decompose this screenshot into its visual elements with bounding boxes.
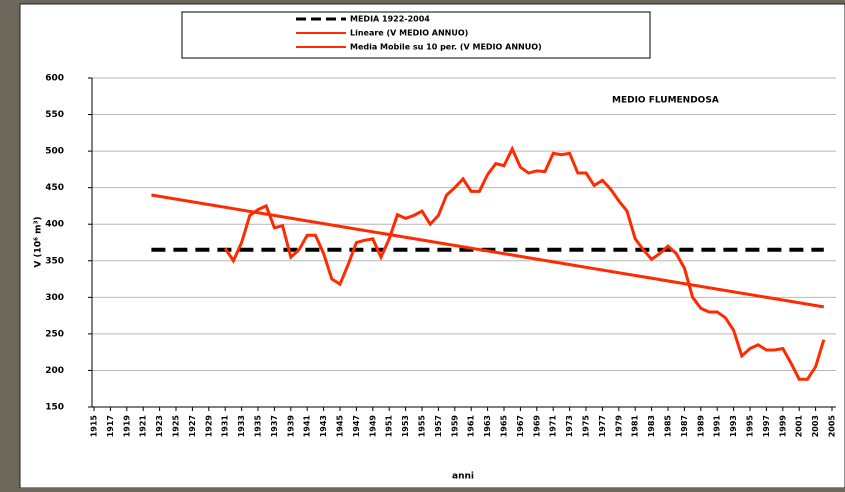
x-tick-label: 1979 [614, 415, 623, 438]
x-tick-label: 1939 [286, 415, 295, 438]
x-tick-label: 1937 [270, 415, 279, 437]
x-tick-label: 1951 [385, 415, 394, 438]
x-tick-label: 1961 [467, 415, 476, 438]
x-tick-label: 1989 [696, 415, 705, 438]
x-tick-label: 1925 [172, 415, 181, 438]
x-tick-label: 1963 [483, 415, 492, 437]
page: MEDIO FLUMENDOSA anni V (10⁶ m³) 150 200 2… [0, 0, 845, 488]
legend-label: Media Mobile su 10 per. (V MEDIO ANNUO) [350, 43, 542, 52]
x-tick-label: 1927 [188, 415, 197, 437]
x-tick-label: 1993 [729, 415, 738, 437]
x-tick-label: 1931 [221, 415, 230, 438]
x-tick-label: 1981 [631, 415, 640, 438]
x-tick-label: 1949 [368, 415, 377, 438]
x-tick-label: 1999 [778, 415, 787, 438]
x-tick-label: 1987 [680, 415, 689, 437]
x-tick-label: 2005 [828, 415, 837, 438]
x-tick-label: 1997 [762, 415, 771, 437]
x-axis-label: anni [452, 472, 474, 482]
y-tick-label: 500 [45, 147, 64, 157]
x-tick-label: 1923 [155, 415, 164, 437]
x-tick-label: 1933 [237, 415, 246, 437]
x-tick-label: 1915 [90, 415, 99, 438]
x-tick-label: 1983 [647, 415, 656, 437]
x-tick-label: 1991 [713, 415, 722, 438]
x-tick-label: 1935 [254, 415, 263, 438]
annotation: MEDIO FLUMENDOSA [612, 96, 719, 106]
x-tick-label: 1919 [122, 415, 131, 438]
y-tick-label: 300 [45, 293, 64, 303]
x-tick-label: 1995 [746, 415, 755, 438]
x-tick-label: 1977 [598, 415, 607, 437]
x-tick-label: 1965 [500, 415, 509, 438]
y-tick-label: 350 [45, 256, 64, 266]
x-tick-label: 1973 [565, 415, 574, 437]
x-tick-label: 1957 [434, 415, 443, 437]
legend-label: Lineare (V MEDIO ANNUO) [350, 29, 468, 38]
y-tick-label: 250 [45, 329, 64, 339]
y-tick-label: 600 [45, 74, 64, 84]
x-tick-label: 1947 [352, 415, 361, 437]
chart: MEDIO FLUMENDOSA anni V (10⁶ m³) 150 200 2… [0, 0, 845, 488]
x-tick-label: 2001 [795, 415, 804, 438]
x-tick-label: 1945 [336, 415, 345, 438]
x-tick-label: 1929 [204, 415, 213, 438]
x-tick-label: 1985 [664, 415, 673, 438]
x-tick-label: 2003 [811, 415, 820, 437]
y-axis-label: V (10⁶ m³) [34, 216, 44, 267]
x-tick-label: 1953 [401, 415, 410, 437]
y-tick-label: 550 [45, 110, 64, 120]
x-tick-label: 1955 [418, 415, 427, 438]
y-tick-label: 150 [45, 403, 64, 413]
x-tick-label: 1975 [582, 415, 591, 438]
x-tick-label: 1969 [532, 415, 541, 438]
y-tick-label: 200 [45, 366, 64, 376]
x-tick-label: 1971 [549, 415, 558, 438]
x-tick-label: 1943 [319, 415, 328, 437]
y-tick-label: 450 [45, 183, 64, 193]
legend-label: MEDIA 1922-2004 [350, 15, 430, 24]
x-tick-label: 1967 [516, 415, 525, 437]
x-tick-label: 1921 [139, 415, 148, 438]
x-tick-label: 1941 [303, 415, 312, 438]
x-tick-label: 1959 [450, 415, 459, 438]
x-tick-label: 1917 [106, 415, 115, 437]
y-tick-label: 400 [45, 220, 64, 230]
